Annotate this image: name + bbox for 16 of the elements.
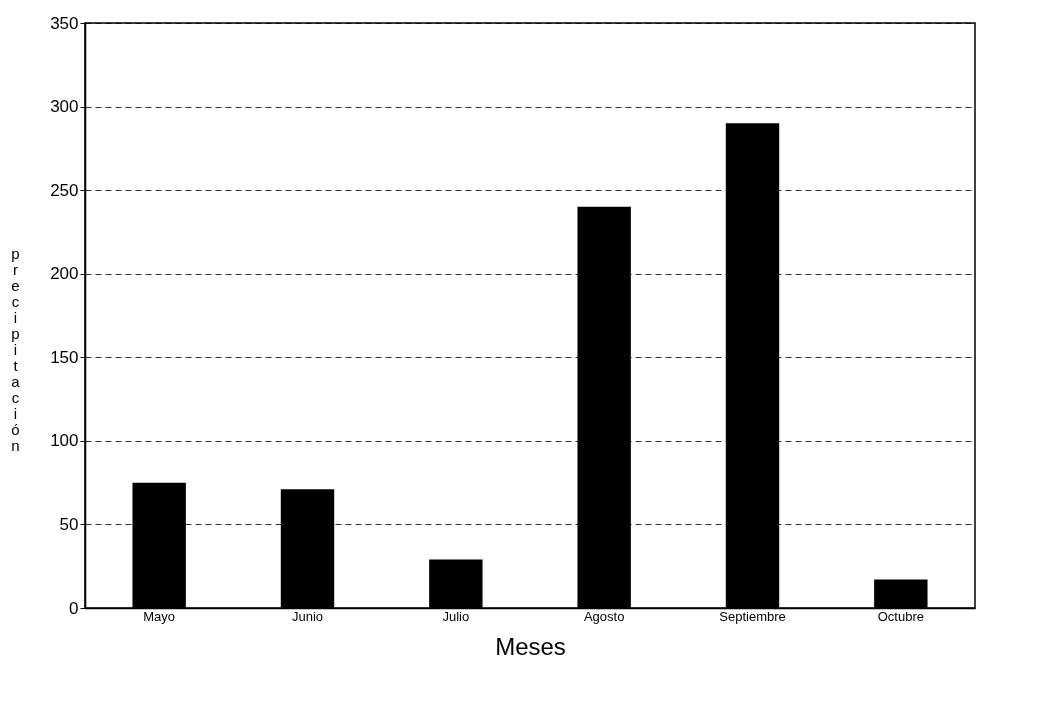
text: precipitación	[11, 244, 20, 454]
x-tick-label: Septiembre	[719, 608, 786, 624]
x-tick-label: Mayo	[143, 608, 176, 624]
y-tick-label: 100	[50, 431, 79, 451]
y-tick-label: 250	[50, 180, 79, 200]
x-tick-label: Agosto	[583, 608, 625, 624]
x-tick-label: Junio	[291, 608, 324, 624]
y-tick-label: 200	[50, 264, 79, 284]
y-tick-label: 300	[50, 97, 79, 117]
x-tick-label: Julio	[442, 608, 470, 624]
x-tick-label: Octubre	[877, 608, 924, 624]
x-axis-title: Meses	[495, 632, 566, 660]
y-tick-label: 0	[69, 598, 79, 618]
y-tick-label: 50	[59, 514, 79, 534]
y-tick-label: 350	[50, 13, 79, 33]
y-tick-label: 150	[50, 347, 79, 367]
